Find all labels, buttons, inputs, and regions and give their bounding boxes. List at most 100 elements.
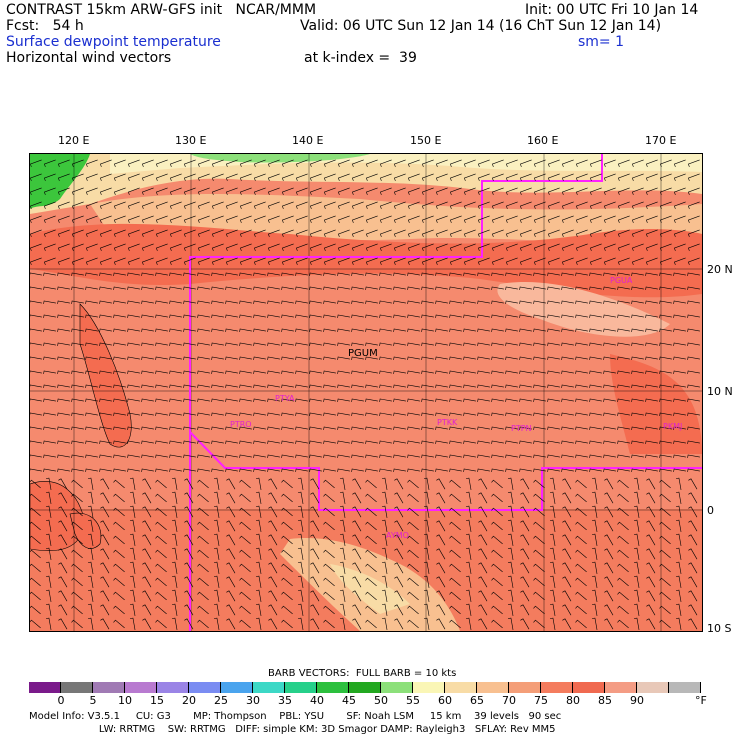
wind-barb	[549, 603, 556, 616]
wind-barb	[591, 505, 598, 518]
wind-barb	[449, 300, 462, 304]
wind-barb	[449, 412, 462, 416]
wind-barb	[351, 412, 364, 416]
wind-barb	[407, 272, 420, 276]
wind-barb	[226, 604, 236, 616]
wind-barb	[547, 370, 560, 374]
wind-barb	[197, 272, 210, 276]
wind-barb	[127, 215, 140, 223]
wind-barb	[225, 398, 238, 402]
wind-barb	[491, 549, 503, 559]
wind-barb	[547, 412, 560, 416]
lat-label-10n: 10 N	[707, 385, 733, 398]
wind-barb	[309, 314, 322, 318]
wind-barb	[281, 577, 293, 587]
wind-barb	[155, 384, 168, 388]
wind-barb	[675, 477, 682, 490]
wind-barb	[478, 604, 488, 616]
wind-barb	[281, 342, 294, 346]
wind-barb	[211, 187, 224, 195]
wind-barb	[379, 370, 392, 374]
wind-barb	[30, 507, 41, 517]
wind-barb	[267, 356, 280, 360]
wind-barb	[30, 563, 41, 573]
wind-barb	[589, 468, 602, 472]
wind-barb	[184, 506, 194, 518]
wind-barb	[351, 243, 364, 251]
wind-barb	[617, 356, 630, 360]
colorbar-swatch	[157, 682, 189, 693]
wind-barb	[142, 520, 152, 532]
wind-barb	[591, 617, 598, 630]
wind-barb	[268, 492, 278, 504]
wind-barb	[393, 468, 406, 472]
wind-barb	[633, 547, 640, 560]
wind-barb	[169, 300, 182, 304]
wind-barb	[673, 286, 686, 290]
wind-barb	[646, 590, 656, 602]
wind-barb	[239, 605, 251, 615]
wind-barb	[71, 605, 83, 615]
wind-barb	[423, 505, 430, 518]
wind-barb	[310, 478, 320, 490]
wind-barb	[43, 454, 56, 458]
wind-barb	[435, 201, 448, 209]
wind-barb	[673, 440, 686, 444]
wind-barb	[239, 272, 252, 276]
wind-barb	[365, 215, 378, 223]
wind-barb	[225, 187, 238, 195]
wind-barb	[477, 314, 490, 318]
wind-barb	[604, 520, 614, 532]
wind-barb	[591, 477, 598, 490]
wind-barb	[393, 201, 406, 209]
wind-barb	[310, 590, 320, 602]
wind-barb	[169, 398, 182, 402]
wind-barb	[449, 159, 462, 167]
wind-barb	[507, 617, 514, 630]
wind-barb	[85, 356, 98, 360]
wind-barb	[519, 426, 532, 430]
wind-barb	[575, 563, 587, 573]
wind-barb	[646, 576, 656, 588]
wind-barb	[659, 173, 672, 181]
wind-barb	[659, 159, 672, 167]
wind-barb	[631, 173, 644, 181]
wind-barb	[645, 229, 658, 237]
wind-barb	[436, 478, 446, 490]
wind-barb	[449, 286, 462, 290]
wind-barb	[85, 243, 98, 251]
wind-barb	[491, 370, 504, 374]
wind-barb	[197, 215, 210, 223]
wind-barb	[533, 286, 546, 290]
wind-barb	[533, 535, 545, 545]
wind-barb	[659, 229, 672, 237]
wind-barb	[547, 356, 560, 360]
lon-label-140e: 140 E	[292, 134, 324, 147]
wind-barb	[533, 619, 545, 629]
wind-barb	[617, 507, 629, 517]
wind-barb	[43, 412, 56, 416]
wind-barb	[155, 272, 168, 276]
wind-barb	[533, 257, 546, 265]
wind-barb	[155, 342, 168, 346]
wind-barb	[225, 300, 238, 304]
wind-barb	[633, 491, 640, 504]
wind-barb	[659, 201, 672, 209]
lon-label-160e: 160 E	[527, 134, 559, 147]
wind-barb	[449, 356, 462, 360]
wind-barb	[604, 618, 614, 630]
wind-barb	[71, 286, 84, 290]
wind-barb	[478, 506, 488, 518]
wind-barb	[141, 314, 154, 318]
wind-barb	[85, 398, 98, 402]
wind-barb	[351, 215, 364, 223]
wind-barb	[71, 549, 83, 559]
wind-barb	[407, 563, 419, 573]
wind-barb	[169, 454, 182, 458]
wind-barb	[323, 286, 336, 290]
wind-barb	[255, 617, 262, 630]
wind-barb	[87, 533, 94, 546]
wind-barb	[85, 286, 98, 290]
wind-barb	[337, 440, 350, 444]
wind-barb	[71, 300, 84, 304]
